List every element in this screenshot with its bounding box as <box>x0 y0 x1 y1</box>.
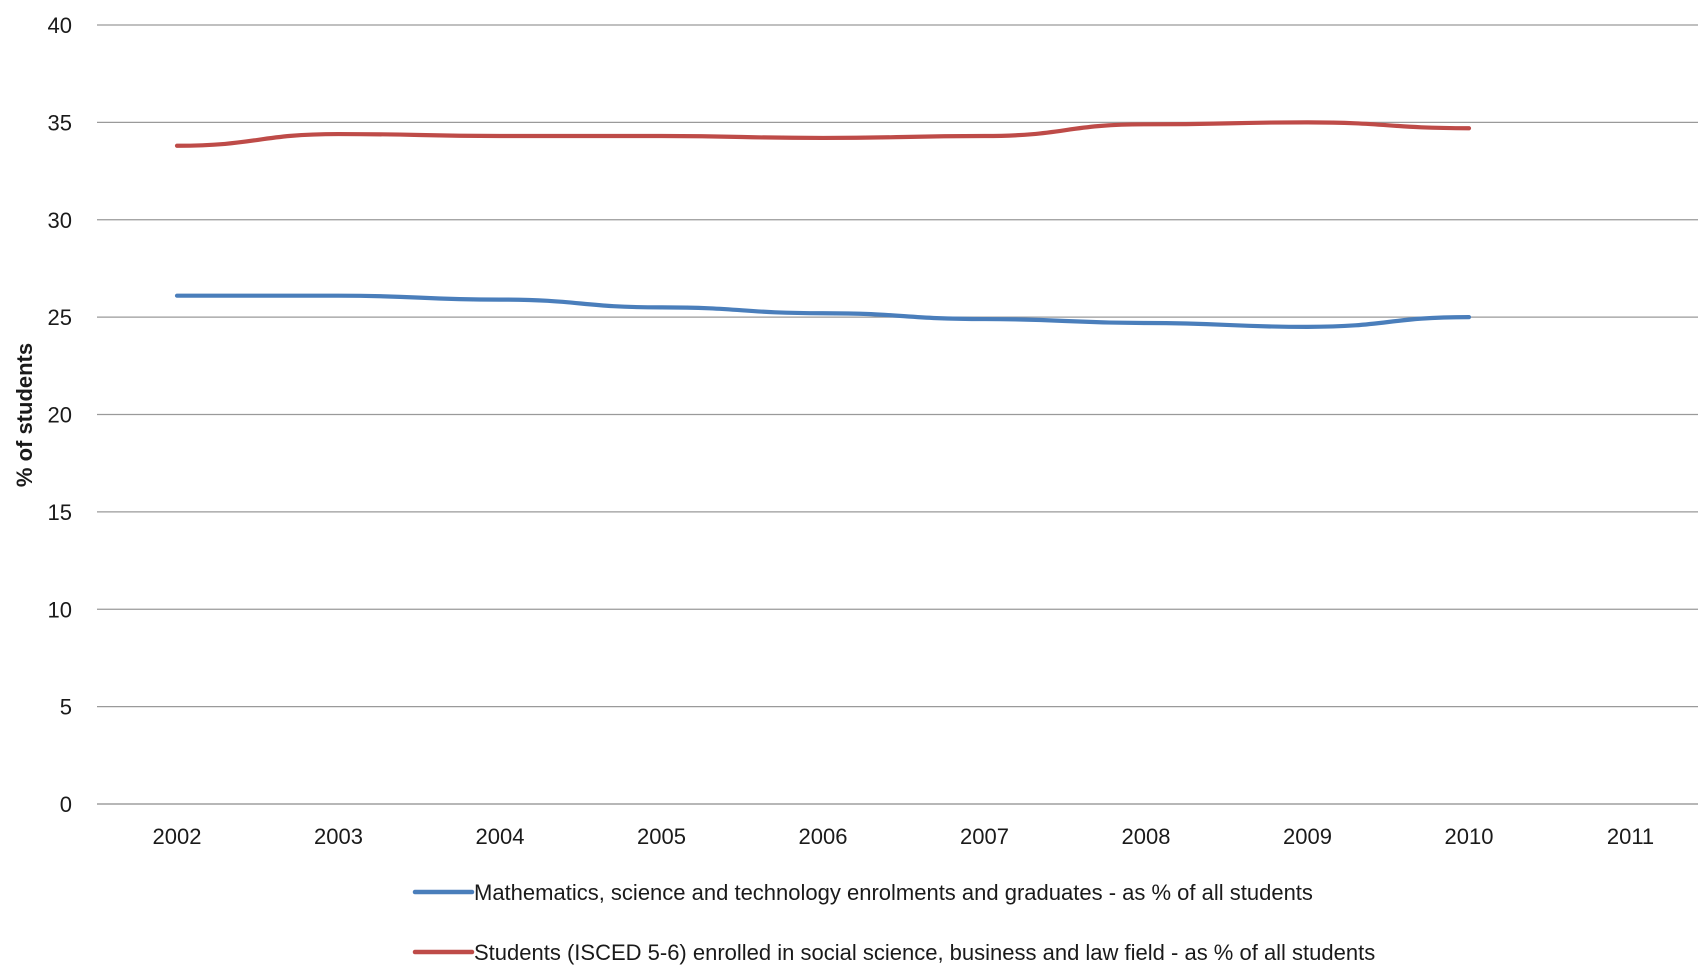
series-line-2 <box>177 122 1469 145</box>
x-tick-label: 2007 <box>960 824 1009 849</box>
x-tick-label: 2008 <box>1122 824 1171 849</box>
x-tick-label: 2003 <box>314 824 363 849</box>
y-tick-label: 20 <box>48 403 72 428</box>
y-tick-label: 25 <box>48 305 72 330</box>
legend: Mathematics, science and technology enro… <box>415 880 1375 965</box>
x-tick-label: 2010 <box>1445 824 1494 849</box>
y-axis-ticks: 0 5 10 15 20 25 30 35 40 <box>48 13 72 817</box>
y-tick-label: 30 <box>48 208 72 233</box>
x-tick-label: 2009 <box>1283 824 1332 849</box>
y-tick-label: 35 <box>48 110 72 135</box>
x-tick-label: 2011 <box>1607 824 1654 849</box>
y-axis-title: % of students <box>12 343 37 487</box>
gridlines <box>97 25 1698 804</box>
y-tick-label: 40 <box>48 13 72 38</box>
x-tick-label: 2006 <box>799 824 848 849</box>
y-tick-label: 15 <box>48 500 72 525</box>
x-tick-label: 2004 <box>476 824 525 849</box>
series-line-1 <box>177 296 1469 327</box>
y-tick-label: 0 <box>60 792 72 817</box>
x-tick-label: 2005 <box>637 824 686 849</box>
x-tick-label: 2002 <box>153 824 202 849</box>
legend-label-1: Mathematics, science and technology enro… <box>474 880 1313 905</box>
series-lines <box>177 122 1469 327</box>
x-axis-ticks: 2002 2003 2004 2005 2006 2007 2008 2009 2010 2011 <box>153 824 1655 849</box>
y-tick-label: 5 <box>60 695 72 720</box>
legend-label-2: Students (ISCED 5-6) enrolled in social … <box>474 940 1375 965</box>
y-tick-label: 10 <box>48 597 72 622</box>
